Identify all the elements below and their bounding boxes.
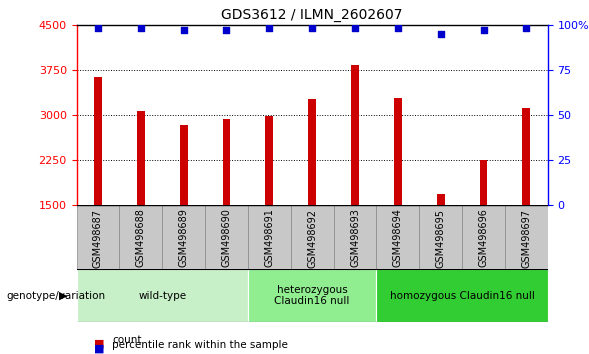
Bar [419,205,462,269]
Bar [376,205,419,269]
Point [479,27,488,33]
Bar [248,205,291,269]
Bar [180,125,187,205]
Bar [291,205,333,269]
Text: ■: ■ [94,338,105,348]
Bar [137,111,145,205]
Bar [248,269,376,322]
Bar [308,99,316,205]
Point [350,25,360,31]
Text: GSM498688: GSM498688 [136,209,146,267]
Bar [162,205,205,269]
Text: GSM498687: GSM498687 [93,209,103,268]
Bar [351,65,359,205]
Point [436,31,445,37]
Text: GSM498696: GSM498696 [478,209,488,267]
Bar [266,116,273,205]
Bar [120,205,162,269]
Text: ▶: ▶ [59,291,68,301]
Title: GDS3612 / ILMN_2602607: GDS3612 / ILMN_2602607 [221,8,403,22]
Bar [394,98,402,205]
Text: wild-type: wild-type [138,291,186,301]
Bar [462,205,505,269]
Bar [223,119,230,205]
Point [93,25,102,31]
Point [179,27,188,33]
Text: GSM498693: GSM498693 [350,209,360,267]
Text: GSM498690: GSM498690 [221,209,231,267]
Bar [437,194,445,205]
Bar [376,269,548,322]
Point [393,25,402,31]
Text: GSM498694: GSM498694 [393,209,403,267]
Bar [333,205,376,269]
Bar [479,160,487,205]
Bar [94,76,102,205]
Text: percentile rank within the sample: percentile rank within the sample [112,340,288,350]
Text: count: count [112,335,141,345]
Bar [522,108,530,205]
Bar [505,205,548,269]
Text: GSM498697: GSM498697 [521,209,531,268]
Text: heterozygous
Claudin16 null: heterozygous Claudin16 null [274,285,350,307]
Point [307,25,317,31]
Text: homozygous Claudin16 null: homozygous Claudin16 null [390,291,535,301]
Text: GSM498695: GSM498695 [436,209,446,268]
Point [522,25,531,31]
Bar [77,205,120,269]
Point [264,25,274,31]
Text: genotype/variation: genotype/variation [6,291,105,301]
Text: ■: ■ [94,344,105,354]
Text: GSM498692: GSM498692 [307,209,317,268]
Point [136,25,145,31]
Bar [77,269,248,322]
Text: GSM498691: GSM498691 [264,209,274,267]
Text: GSM498689: GSM498689 [178,209,188,267]
Point [222,27,231,33]
Bar [205,205,248,269]
